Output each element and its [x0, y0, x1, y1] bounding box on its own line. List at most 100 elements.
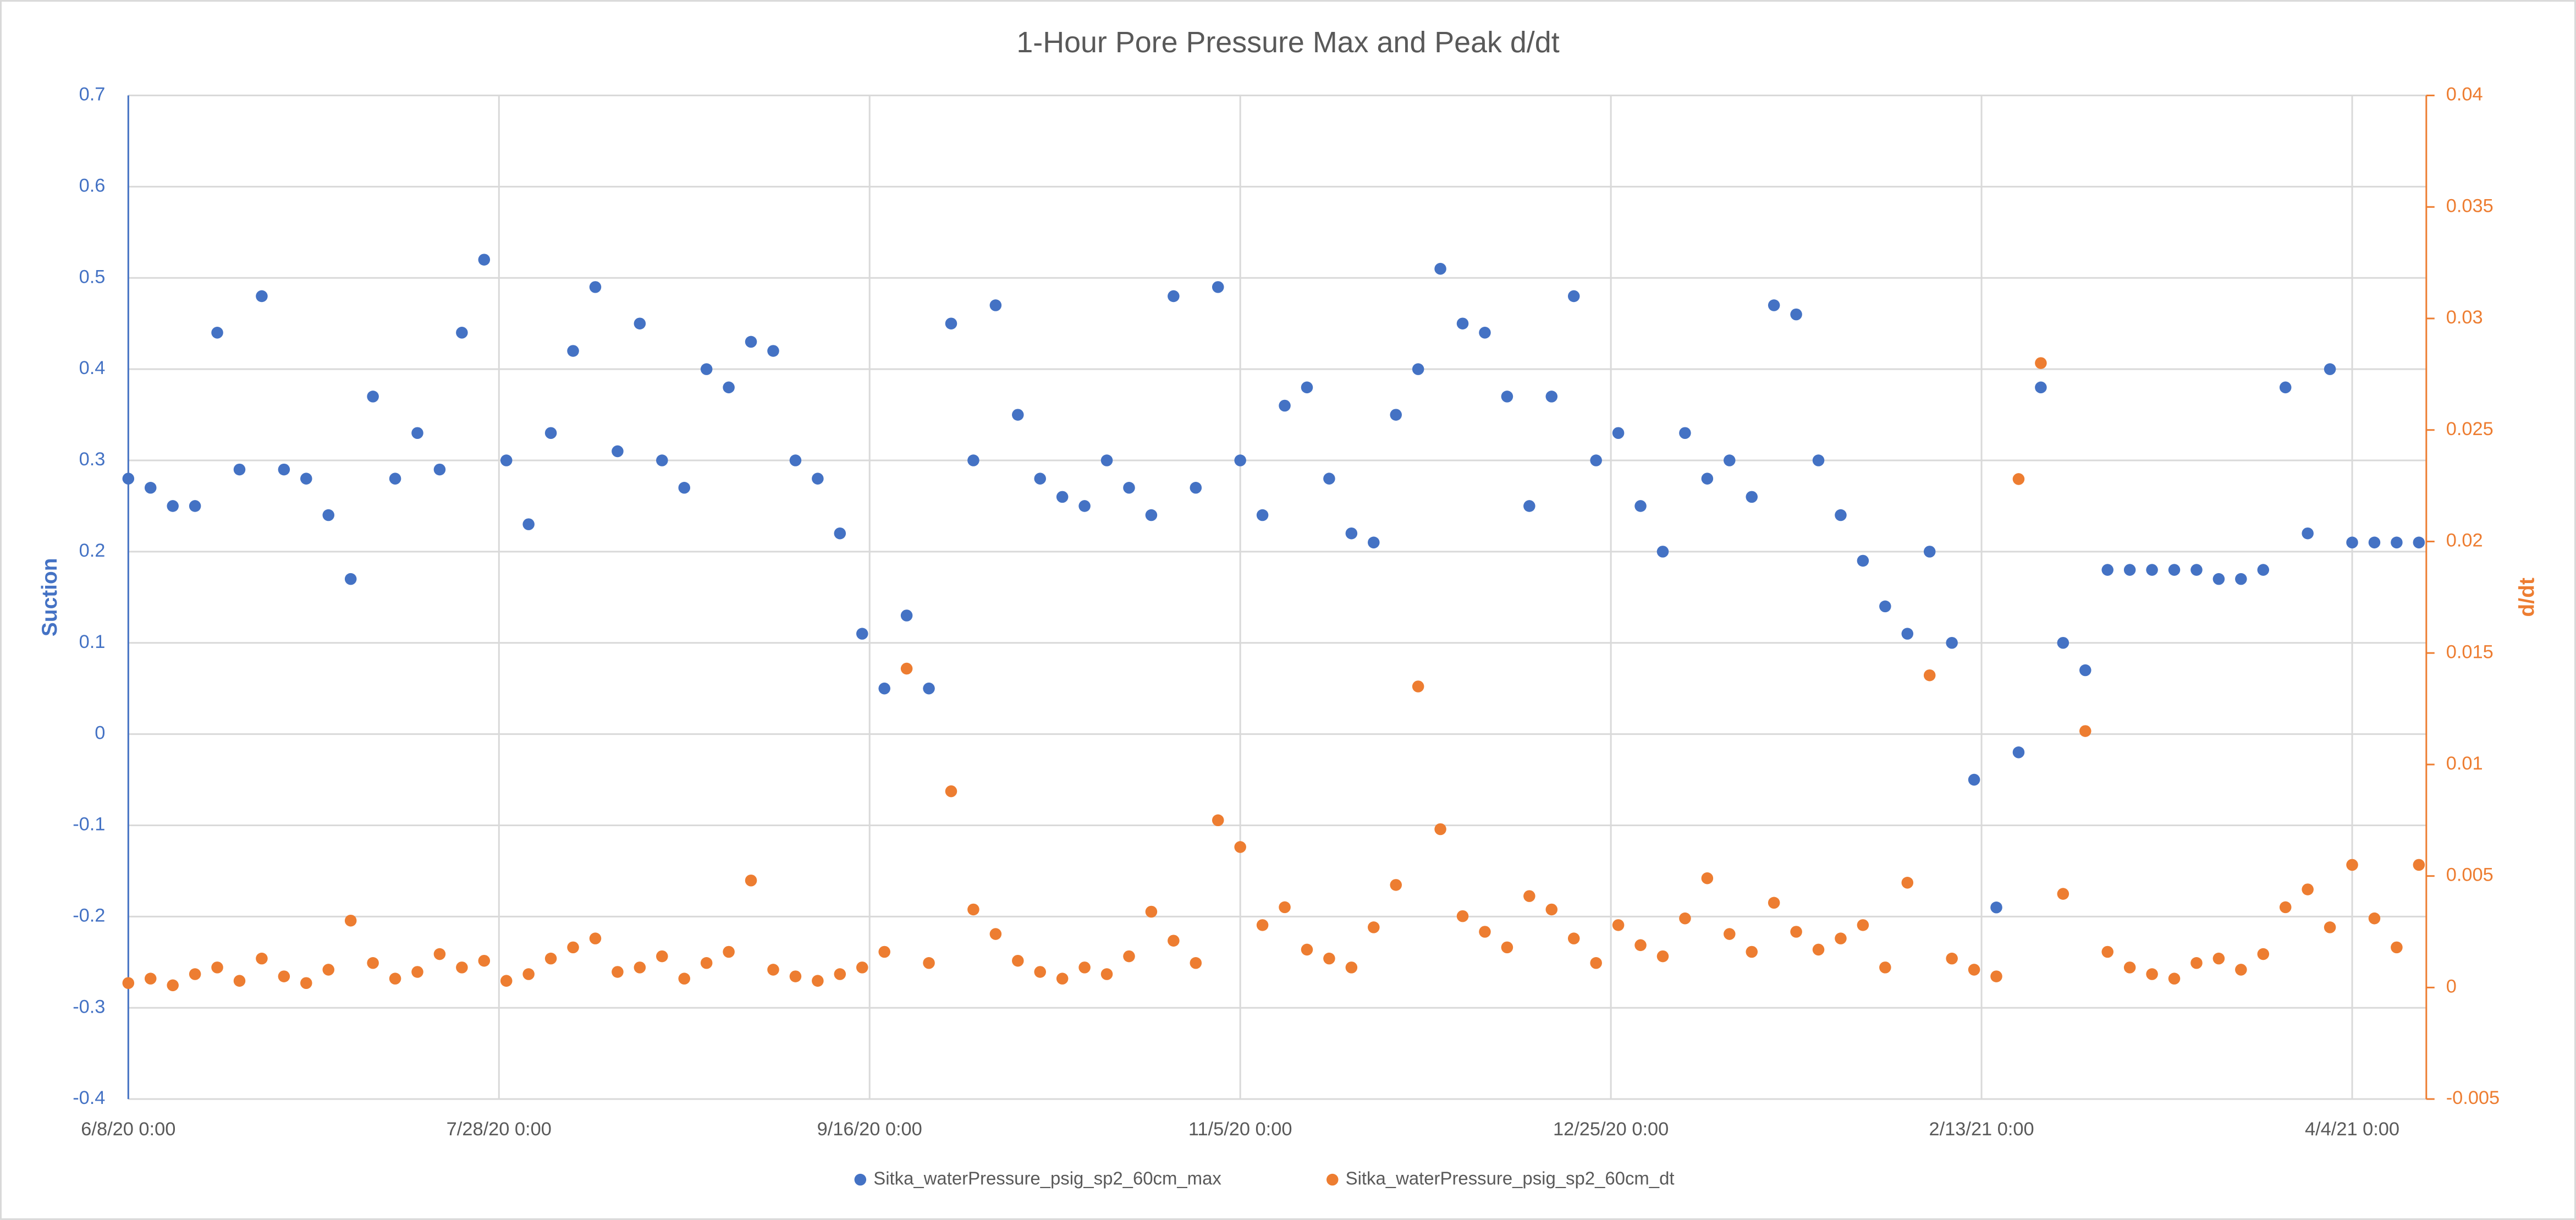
point	[1835, 509, 1847, 521]
point	[2302, 883, 2314, 895]
point	[1168, 290, 1180, 303]
point	[1901, 628, 1914, 640]
point	[1968, 773, 1980, 786]
point	[433, 948, 446, 960]
point	[856, 961, 868, 974]
point	[2324, 363, 2336, 375]
point	[1946, 636, 1958, 649]
point	[2012, 473, 2025, 485]
point	[1567, 290, 1580, 303]
legend-marker	[854, 1173, 867, 1186]
y-axis-title: Suction	[38, 558, 62, 637]
point	[1701, 472, 1714, 485]
point	[433, 463, 446, 476]
point	[2391, 536, 2403, 549]
point	[2368, 912, 2381, 925]
point	[656, 950, 668, 963]
point	[723, 946, 735, 958]
point	[233, 975, 246, 987]
point	[1345, 961, 1358, 974]
series	[122, 357, 2425, 992]
point	[256, 952, 268, 965]
y2-tick-label: 0	[2446, 976, 2457, 997]
point	[1701, 872, 1714, 884]
y2-tick-label: 0.01	[2446, 753, 2483, 774]
point	[1100, 968, 1113, 980]
point	[1368, 536, 1380, 549]
point	[2035, 357, 2047, 369]
point	[1923, 669, 1936, 682]
y2-tick-label: 0.04	[2446, 84, 2483, 105]
point	[1345, 527, 1358, 540]
point	[233, 463, 246, 476]
point	[1990, 902, 2002, 914]
point	[1857, 554, 1869, 567]
point	[2035, 381, 2047, 394]
point	[1234, 454, 1246, 466]
point	[900, 609, 913, 622]
point	[1567, 932, 1580, 944]
point	[923, 682, 935, 695]
y2-axis-title: d/dt	[2516, 578, 2539, 617]
point	[300, 472, 312, 485]
point	[544, 952, 557, 965]
point	[1256, 919, 1269, 931]
point	[2146, 564, 2158, 576]
point	[945, 785, 957, 798]
point	[2190, 564, 2203, 576]
point	[612, 966, 624, 978]
point	[2257, 948, 2270, 960]
y2-tick-label: 0.03	[2446, 307, 2483, 328]
point	[278, 463, 290, 476]
point	[456, 961, 468, 974]
point	[1212, 281, 1224, 293]
point	[812, 975, 824, 987]
point	[1946, 952, 1958, 965]
series	[122, 254, 2425, 914]
point	[1145, 509, 1158, 521]
point	[634, 317, 646, 329]
point	[2212, 573, 2225, 585]
point	[2324, 921, 2336, 933]
point	[1078, 961, 1091, 974]
point	[1434, 262, 1446, 275]
point	[1100, 454, 1113, 466]
y-tick-label: -0.3	[73, 996, 105, 1017]
legend-marker	[1326, 1173, 1339, 1186]
point	[589, 932, 602, 944]
point	[2079, 725, 2091, 737]
point	[1812, 454, 1825, 466]
point	[2413, 536, 2425, 549]
x-tick-label: 9/16/20 0:00	[817, 1119, 922, 1140]
point	[1145, 905, 1158, 918]
point	[2235, 964, 2247, 976]
point	[1724, 454, 1736, 466]
point	[1768, 897, 1780, 909]
point	[1301, 943, 1313, 956]
point	[2101, 946, 2113, 958]
y-tick-label: 0.1	[79, 631, 106, 652]
point	[1301, 381, 1313, 394]
point	[1034, 472, 1046, 485]
point	[1190, 482, 1202, 494]
point	[1412, 363, 1424, 375]
y2-tick-label: 0.02	[2446, 530, 2483, 551]
y-tick-label: 0.4	[79, 358, 106, 378]
point	[189, 968, 201, 980]
point	[2257, 564, 2270, 576]
point	[1879, 961, 1891, 974]
point	[344, 573, 357, 585]
point	[1501, 941, 1513, 954]
point	[1190, 957, 1202, 969]
point	[1323, 952, 1335, 965]
point	[322, 964, 335, 976]
point	[1656, 950, 1669, 963]
point	[2057, 636, 2069, 649]
point	[1456, 317, 1469, 329]
point	[1768, 299, 1780, 311]
y-tick-label: -0.2	[73, 905, 105, 926]
point	[167, 979, 179, 992]
point	[2279, 381, 2292, 394]
point	[1590, 454, 1602, 466]
point	[1746, 946, 1758, 958]
